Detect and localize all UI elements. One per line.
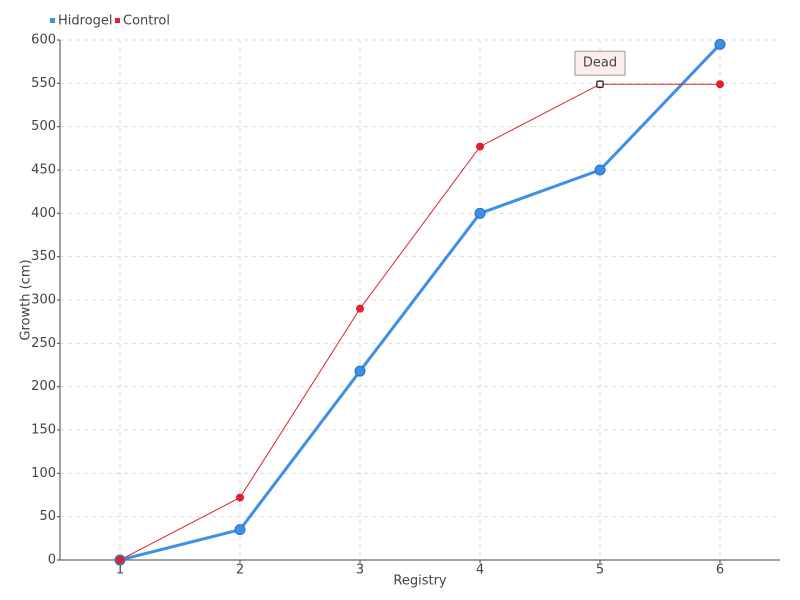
y-tick-label: 450 (31, 163, 56, 178)
y-tick-label: 150 (31, 423, 56, 438)
y-tick-label: 250 (31, 336, 56, 351)
legend-swatch (115, 18, 120, 23)
data-point (234, 524, 246, 536)
data-point (714, 38, 726, 50)
series-line (119, 43, 722, 562)
y-tick-label: 400 (31, 206, 56, 221)
y-tick-label: 600 (31, 33, 56, 48)
y-tick-label: 350 (31, 249, 56, 264)
y-tick-label: 200 (31, 379, 56, 394)
annotation-box (574, 50, 626, 76)
series-line (119, 83, 720, 561)
y-tick-label: 50 (39, 509, 56, 524)
data-point (116, 556, 124, 564)
x-tick-label: 3 (356, 563, 364, 578)
data-point (354, 365, 366, 377)
x-tick-label: 4 (476, 563, 484, 578)
y-tick-label: 100 (31, 466, 56, 481)
data-point (476, 142, 484, 151)
y-tick-label: 550 (31, 76, 56, 91)
x-tick-label: 2 (236, 563, 244, 578)
data-point (356, 304, 364, 313)
x-tick-label: 6 (716, 563, 724, 578)
y-tick-label: 500 (31, 119, 56, 134)
x-axis-label: Registry (393, 574, 447, 589)
y-axis-label: Growth (cm) (19, 259, 34, 340)
data-point (236, 493, 244, 502)
data-point (474, 207, 486, 219)
legend-swatch (50, 18, 55, 23)
data-point (716, 80, 724, 89)
annotation-text: Dead (583, 56, 617, 71)
x-tick-label: 1 (116, 563, 124, 578)
data-point (594, 164, 606, 176)
legend-label: Control (123, 14, 170, 29)
legend-label: Hidrogel (58, 14, 113, 29)
y-tick-label: 0 (48, 553, 56, 568)
x-tick-label: 5 (596, 563, 604, 578)
y-tick-label: 300 (31, 293, 56, 308)
annotation-point (596, 80, 604, 88)
